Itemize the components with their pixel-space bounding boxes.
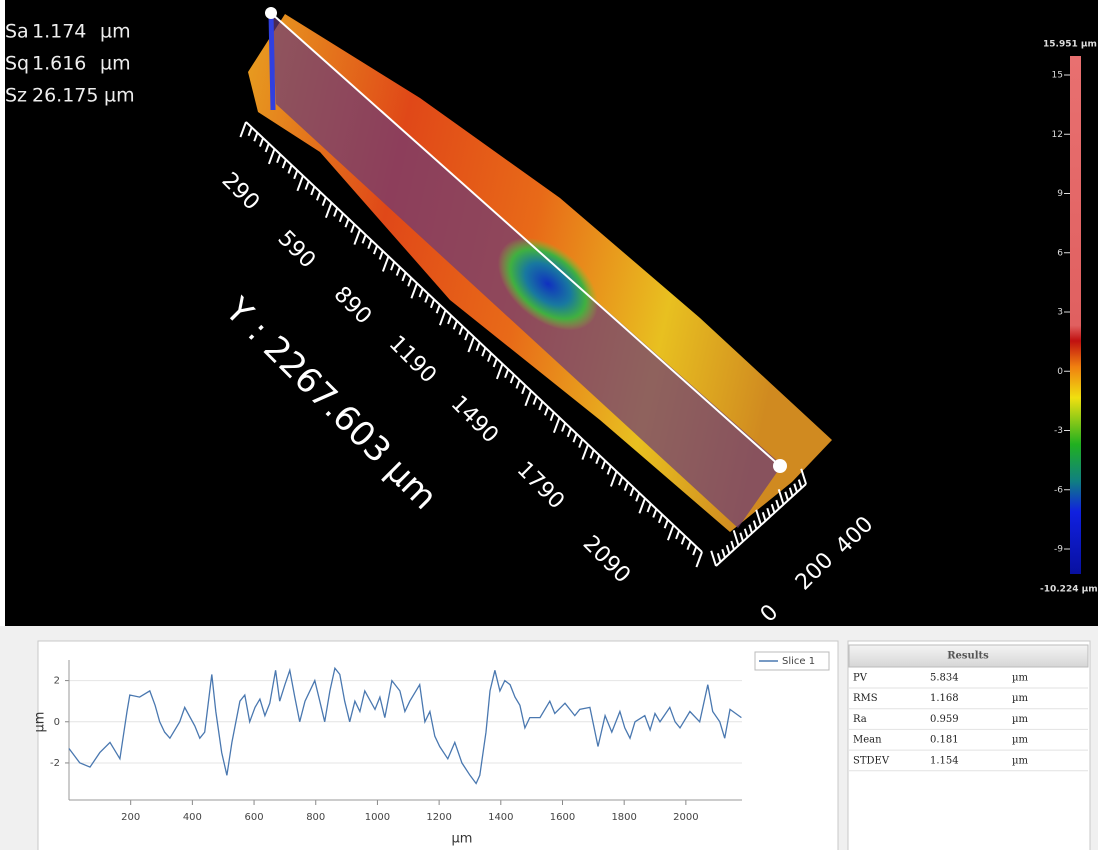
y-tick-label: 0 xyxy=(54,717,60,728)
legend-label: Slice 1 xyxy=(782,656,815,667)
x-tick-label: 400 xyxy=(183,812,202,823)
stat-name: Sa xyxy=(5,21,29,43)
x-tick-label: 1800 xyxy=(611,812,636,823)
results-cell: 5.834 xyxy=(930,673,959,684)
x-tick-label: 800 xyxy=(306,812,325,823)
colorbar-tick-label: 9 xyxy=(1057,189,1063,199)
colorbar-min: -10.224 µm xyxy=(1040,585,1098,595)
slice-marker xyxy=(271,14,273,110)
x-tick-label: 1400 xyxy=(488,812,513,823)
colorbar-tick-label: 12 xyxy=(1052,130,1063,140)
results-cell: PV xyxy=(853,673,868,684)
screen: 290 590 890 1190 1490 1790 2090 Y : 2267… xyxy=(0,0,1098,850)
colorbar-tick-label: -6 xyxy=(1054,485,1063,495)
results-cell: 0.959 xyxy=(930,714,959,725)
results-cell: Ra xyxy=(853,714,867,725)
slice-handle[interactable] xyxy=(265,7,277,19)
x-tick-label: 200 xyxy=(121,812,140,823)
results-cell: 0.181 xyxy=(930,735,959,746)
results-cell: 1.168 xyxy=(930,693,959,704)
results-cell: µm xyxy=(1012,673,1028,684)
colorbar-tick-label: 15 xyxy=(1052,71,1063,81)
results-cell: 1.154 xyxy=(930,755,959,766)
stat-value: 26.175 xyxy=(32,85,98,107)
results-cell: µm xyxy=(1012,735,1028,746)
results-cell: STDEV xyxy=(853,755,890,766)
y-axis-label: µm xyxy=(33,712,48,733)
colorbar-tick-label: -9 xyxy=(1054,545,1063,555)
stat-unit: µm xyxy=(100,21,131,43)
colorbar xyxy=(1070,56,1081,574)
results-cell: RMS xyxy=(853,693,878,704)
x-tick-label: 600 xyxy=(245,812,264,823)
results-title: Results xyxy=(947,651,989,662)
x-tick-label: 1600 xyxy=(550,812,575,823)
results-cell: µm xyxy=(1012,693,1028,704)
stat-unit: µm xyxy=(100,53,131,75)
slice-handle[interactable] xyxy=(773,459,787,473)
stat-value: 1.616 xyxy=(32,53,86,75)
colorbar-max: 15.951 µm xyxy=(1043,40,1097,50)
colorbar-tick-label: 0 xyxy=(1057,367,1063,377)
y-tick-label: 2 xyxy=(54,676,60,687)
colorbar-tick-label: -3 xyxy=(1054,426,1063,436)
results-cell: Mean xyxy=(853,735,882,746)
colorbar-tick-label: 6 xyxy=(1057,248,1063,258)
results-cell: µm xyxy=(1012,714,1028,725)
results-cell: µm xyxy=(1012,755,1028,766)
x-tick-label: 1000 xyxy=(365,812,390,823)
stat-value: 1.174 xyxy=(32,21,86,43)
colorbar-tick-label: 3 xyxy=(1057,308,1063,318)
stat-name: Sq xyxy=(5,53,29,75)
results-panel xyxy=(848,641,1090,850)
x-axis-label: µm xyxy=(452,832,473,847)
stat-unit: µm xyxy=(104,85,135,107)
stat-name: Sz xyxy=(5,85,27,107)
x-tick-label: 2000 xyxy=(673,812,698,823)
x-tick-label: 1200 xyxy=(426,812,451,823)
y-tick-label: -2 xyxy=(50,758,60,769)
app-window: 290 590 890 1190 1490 1790 2090 Y : 2267… xyxy=(0,0,1098,850)
